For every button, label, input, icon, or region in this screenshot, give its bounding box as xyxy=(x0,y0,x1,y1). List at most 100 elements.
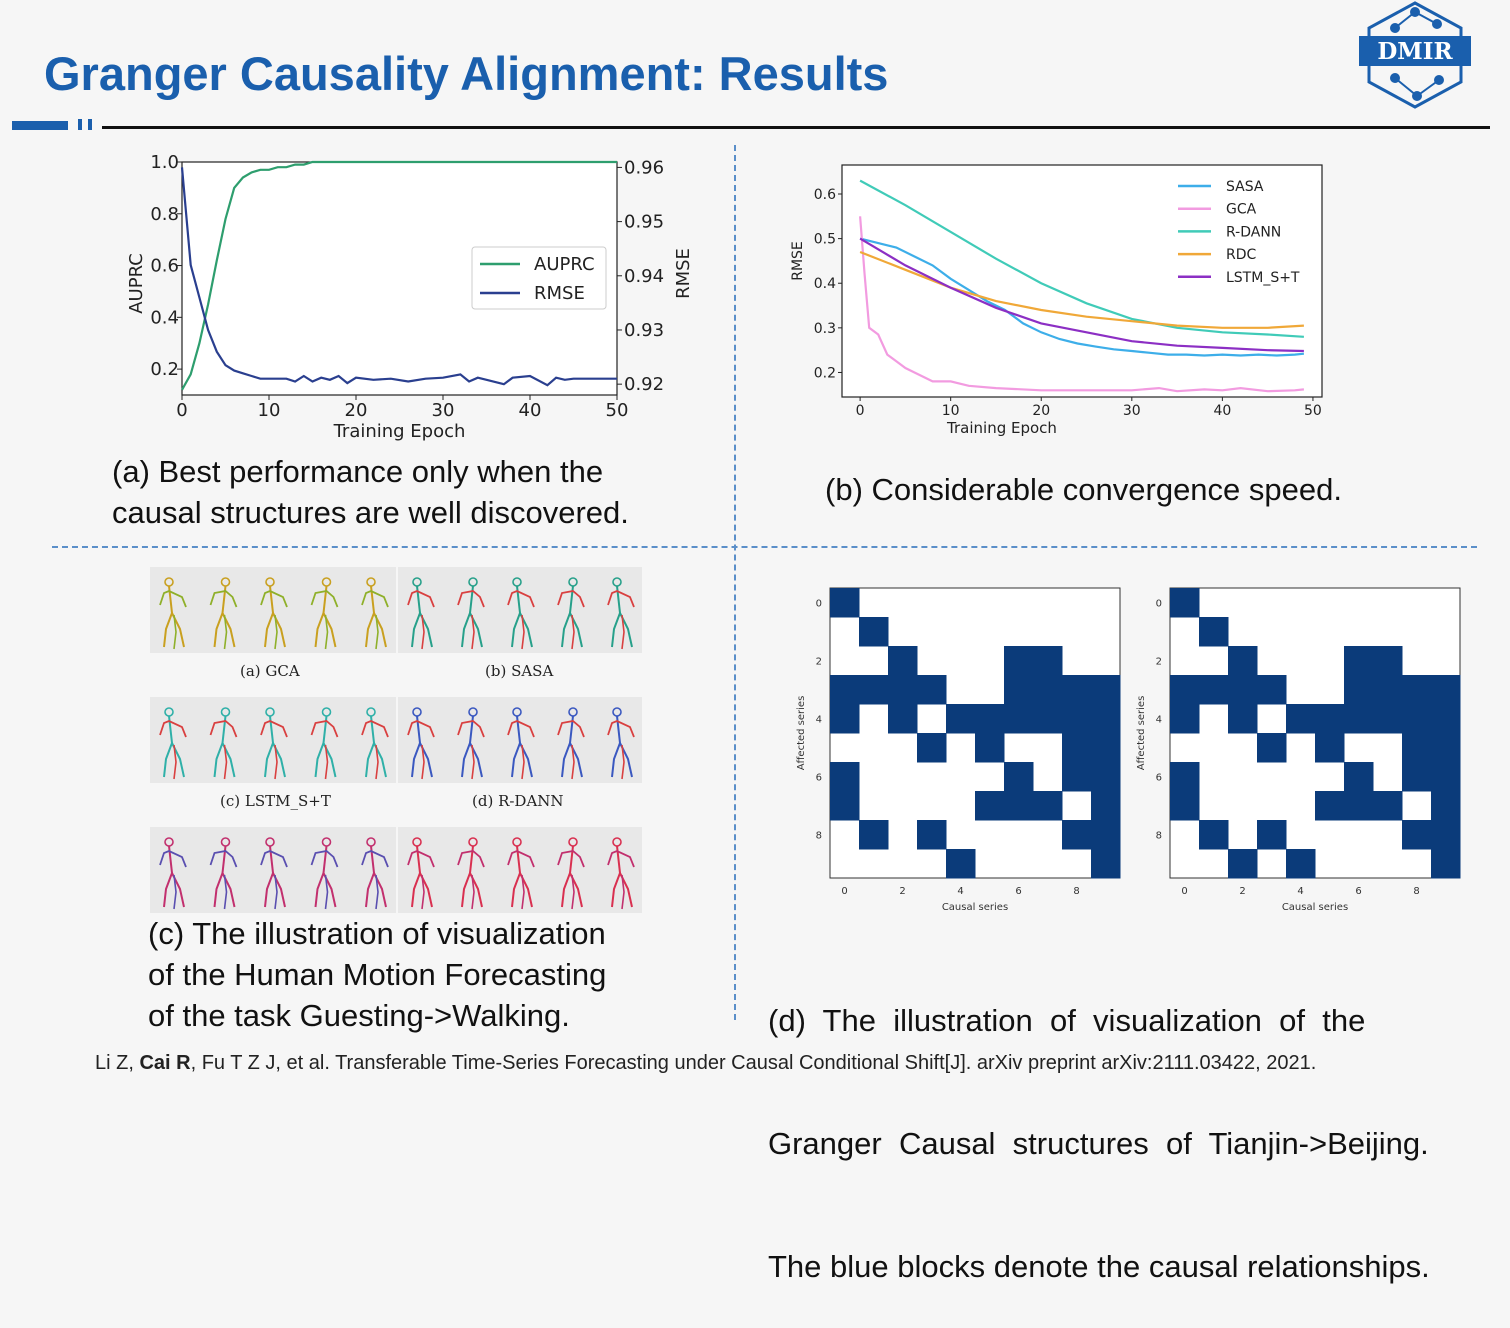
heatmap-cell xyxy=(975,791,1005,821)
x-axis-label: Training Epoch xyxy=(946,419,1057,437)
motion-strip-lstm xyxy=(150,697,396,783)
figure-torso xyxy=(168,585,173,614)
heatmap-cell xyxy=(1431,704,1461,734)
x-tick-label: 8 xyxy=(1413,886,1419,897)
heatmap-cell xyxy=(1315,791,1345,821)
caption-c-line: of the Human Motion Forecasting xyxy=(148,957,607,992)
y-tick-label: 2 xyxy=(1156,657,1162,668)
heatmap-cell xyxy=(1228,646,1258,676)
y-tick-label: 0.5 xyxy=(814,232,836,248)
figure-arms xyxy=(507,720,535,738)
y-tick-label: 6 xyxy=(816,773,822,784)
heatmap-cell xyxy=(975,704,1005,734)
figure-arms xyxy=(361,850,389,868)
figure-legs xyxy=(461,610,483,648)
figure-legs xyxy=(511,870,533,908)
figure-leg-prediction xyxy=(274,744,278,780)
heatmap-cell xyxy=(1431,762,1461,792)
figure-torso xyxy=(516,715,521,744)
series-line-sasa xyxy=(859,237,1305,357)
figure-leg-prediction xyxy=(421,874,425,910)
heatmap-cell xyxy=(1033,646,1063,676)
heatmap-cell xyxy=(1004,704,1034,734)
heatmap-cell xyxy=(1373,704,1403,734)
figure-leg-prediction xyxy=(274,614,278,650)
heatmap-cell xyxy=(1062,675,1092,705)
heatmap-cell xyxy=(859,675,889,705)
title-underline-accent-small xyxy=(78,119,82,130)
figure-arms xyxy=(159,590,187,608)
x-tick-label: 0 xyxy=(1181,886,1187,897)
x-tick-label: 50 xyxy=(1304,403,1322,419)
x-axis-label: Causal series xyxy=(1282,902,1348,913)
y-tick-label: 0.3 xyxy=(814,321,836,337)
x-tick-label: 8 xyxy=(1073,886,1079,897)
figure-head xyxy=(321,837,332,847)
figure-leg-prediction xyxy=(375,614,379,650)
heatmap-cell xyxy=(1344,704,1374,734)
figure-leg-prediction xyxy=(421,614,425,650)
y-tick-label: 6 xyxy=(1156,773,1162,784)
figure-torso xyxy=(416,585,421,614)
heatmap-cell xyxy=(830,704,860,734)
heatmap-cell xyxy=(1431,849,1461,879)
y-tick-label: 8 xyxy=(816,831,822,842)
x-tick-label: 30 xyxy=(1123,403,1141,419)
figure-arms xyxy=(310,590,339,608)
heatmap-cell xyxy=(830,791,860,821)
heatmap-cell xyxy=(1402,675,1432,705)
x-tick-label: 0 xyxy=(856,403,865,419)
heatmap-cell xyxy=(1004,762,1034,792)
figure-torso xyxy=(469,585,474,614)
figure-legs xyxy=(213,870,236,908)
heatmap-cell xyxy=(946,704,976,734)
figure-arms xyxy=(310,720,339,738)
heatmap-cell xyxy=(1062,820,1092,850)
caption-a: (a) Best performance only when the causa… xyxy=(112,451,629,533)
y-tick-label: 4 xyxy=(816,715,822,726)
chart-rmse-convergence: 0 10 20 30 40 50 0.2 0.3 0.4 0.5 0.6 Training Epoch… xyxy=(790,164,1323,437)
figure-arms xyxy=(407,590,435,608)
figure-head xyxy=(412,837,422,847)
heatmap-cell xyxy=(1344,675,1374,705)
figure-arms xyxy=(209,590,238,608)
figure-torso xyxy=(370,715,375,744)
figure-legs xyxy=(213,610,236,648)
figure-leg-prediction xyxy=(571,874,575,910)
figure-legs xyxy=(561,610,583,648)
figure-legs xyxy=(365,610,387,648)
figure-legs xyxy=(163,610,185,648)
heatmap-cell xyxy=(1402,820,1432,850)
figure-head xyxy=(512,837,522,847)
heatmap-cell xyxy=(1004,646,1034,676)
caption-d: (d) The illustration of visualization of… xyxy=(768,918,1430,1328)
figure-head xyxy=(220,707,231,717)
figure-torso xyxy=(616,585,621,614)
figure-leg-prediction xyxy=(571,614,575,650)
figure-torso xyxy=(322,585,328,614)
figure-legs xyxy=(411,740,433,778)
heatmap-cell xyxy=(1286,849,1316,879)
heatmap-cell xyxy=(1004,791,1034,821)
figure-arms xyxy=(159,720,187,738)
horizontal-divider xyxy=(52,546,1477,548)
logo-hexagon xyxy=(1367,1,1463,109)
motion-strip-rdann xyxy=(398,697,642,783)
figure-legs xyxy=(314,610,337,648)
figure-head xyxy=(366,707,376,717)
caption-a-line: causal structures are well discovered. xyxy=(112,495,629,530)
figure-torso xyxy=(269,845,274,874)
x-tick-label: 40 xyxy=(1213,403,1231,419)
figure-leg-prediction xyxy=(471,744,475,780)
figure-arms xyxy=(607,720,635,738)
heatmap-cell xyxy=(1170,791,1200,821)
heatmap-right: 0 0 2 2 4 4 6 6 8 8 Causal series Affected series xyxy=(1136,587,1461,913)
heatmap-cell xyxy=(1402,762,1432,792)
figure-head xyxy=(468,577,478,587)
figure-arms xyxy=(209,720,238,738)
figure-arms xyxy=(260,850,288,868)
figure-arms xyxy=(607,850,635,868)
y-tick-label: 0.4 xyxy=(814,276,836,292)
figure-head xyxy=(412,707,422,717)
figure-head xyxy=(568,837,578,847)
